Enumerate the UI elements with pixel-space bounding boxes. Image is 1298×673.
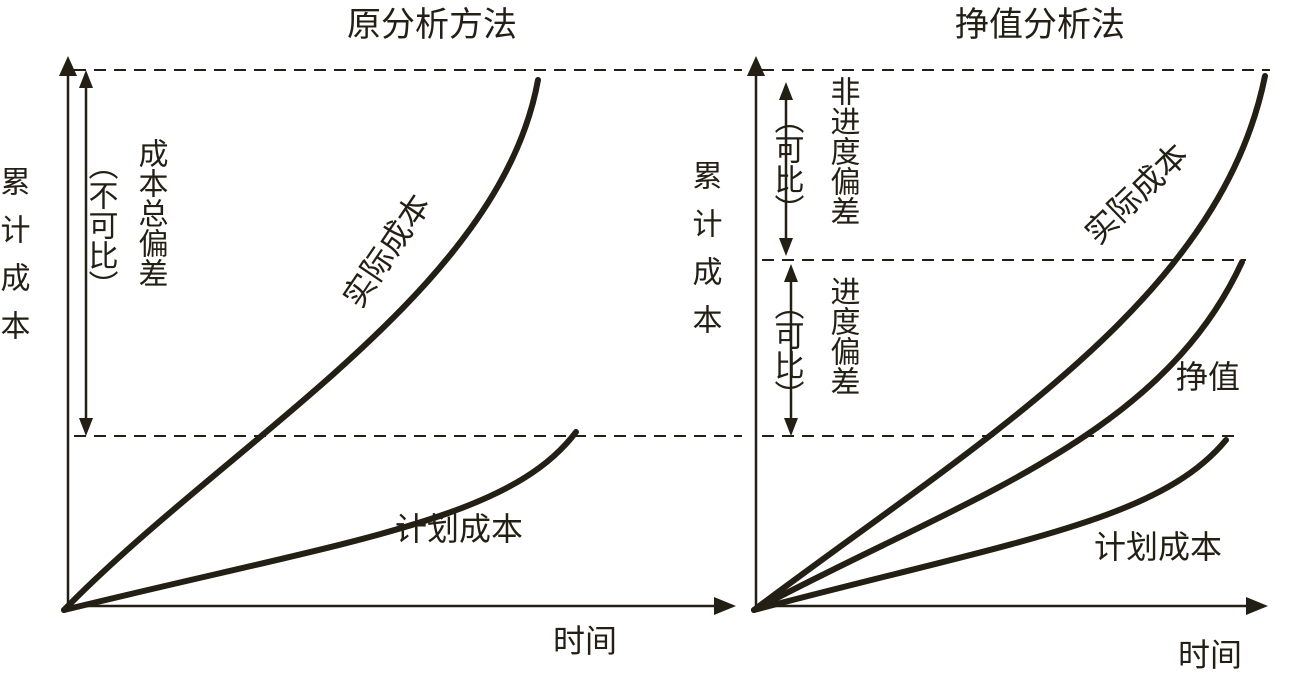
right-non-progress-deviation-label: 非进度偏差 — [825, 76, 861, 226]
left-y-axis-arrowhead — [59, 56, 77, 76]
left-comparability-note: （不可比） — [83, 150, 119, 300]
left-y-axis-label: 累计成本 — [0, 166, 30, 358]
right-progress-arrowhead-bottom — [784, 418, 798, 436]
left-panel: 原分析方法 计划成本 实际成本 时间 累计成本 成本总偏差 （不可比） — [0, 5, 742, 660]
left-deviation-label: 成本总偏差 — [133, 138, 169, 288]
left-actual-cost-curve — [61, 77, 541, 613]
right-non-progress-arrowhead-bottom — [779, 238, 793, 256]
left-title: 原分析方法 — [347, 5, 517, 45]
right-earned-value-curve — [751, 259, 1245, 613]
right-y-axis-label: 累计成本 — [687, 160, 722, 352]
right-earned-value-label: 挣值 — [1176, 358, 1240, 396]
right-non-progress-note: （可比） — [769, 104, 805, 224]
right-actual-cost-label: 实际成本 — [1077, 135, 1195, 251]
right-planned-cost-curve — [751, 437, 1229, 613]
right-x-axis-arrowhead — [1246, 597, 1268, 615]
left-x-axis-arrowhead — [714, 597, 736, 615]
right-title: 挣值分析法 — [955, 5, 1125, 45]
left-deviation-arrowhead-bottom — [79, 418, 93, 436]
left-planned-cost-label: 计划成本 — [395, 510, 523, 548]
right-x-axis-label: 时间 — [1178, 636, 1242, 673]
right-planned-cost-label: 计划成本 — [1094, 528, 1222, 566]
right-progress-arrowhead-top — [784, 264, 798, 282]
right-progress-deviation-label: 进度偏差 — [825, 276, 861, 396]
right-panel: 挣值分析法 实际成本 挣值 计划成本 时间 累计成本 非进度偏差 （可比） 进度… — [687, 5, 1270, 673]
right-non-progress-arrowhead-top — [779, 82, 793, 100]
left-deviation-arrowhead-top — [79, 70, 93, 88]
left-actual-cost-label: 实际成本 — [335, 187, 438, 314]
right-y-axis-arrowhead — [747, 56, 765, 76]
left-x-axis-label: 时间 — [553, 622, 617, 660]
right-actual-cost-curve — [751, 73, 1268, 613]
right-progress-note: （可比） — [769, 290, 805, 410]
left-planned-cost-curve — [61, 429, 579, 613]
